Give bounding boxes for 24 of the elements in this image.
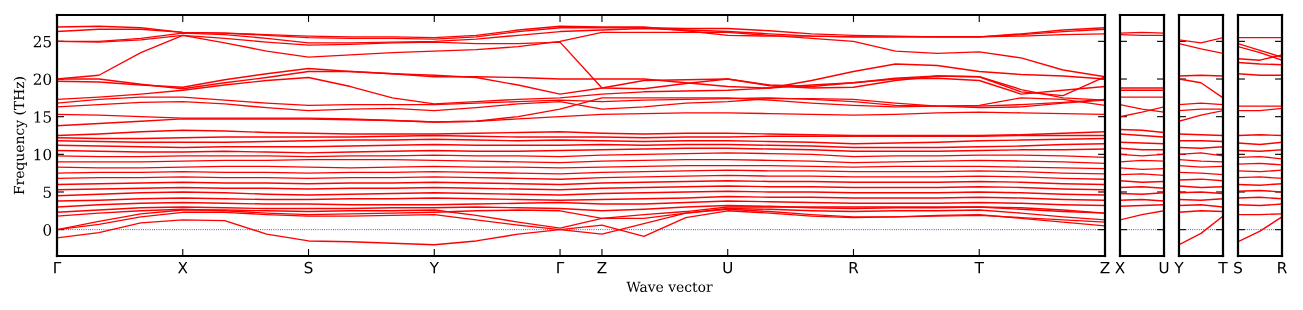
x-tick-label: Z	[597, 262, 607, 274]
y-tick-label: 0	[43, 224, 52, 236]
x-tick-label: X	[177, 262, 188, 274]
x-tick-label: Γ	[557, 262, 565, 274]
x-tick-label: U	[723, 262, 732, 274]
y-tick-label: 25	[33, 35, 51, 48]
x-tick-label: T	[1218, 262, 1228, 274]
x-tick-label: T	[974, 262, 984, 274]
x-tick-label: X	[1115, 262, 1125, 274]
x-axis-title: Wave vector	[626, 281, 713, 293]
y-tick-label: 10	[34, 148, 52, 161]
y-tick-label: 5	[43, 186, 51, 199]
x-tick-label: Z	[1100, 262, 1110, 274]
x-tick-label: S	[1234, 261, 1242, 274]
y-tick-label: 20	[33, 73, 52, 86]
x-tick-label: S	[304, 261, 313, 274]
x-tick-label: Y	[1174, 262, 1184, 274]
y-tick-label: 15	[34, 111, 51, 123]
x-tick-label: U	[1159, 262, 1169, 274]
x-tick-label: R	[849, 262, 859, 274]
y-axis-title: Frequency (THz)	[13, 77, 28, 195]
x-tick-label: Γ	[54, 262, 62, 274]
x-tick-label: R	[1278, 262, 1287, 274]
x-tick-label: Y	[429, 262, 439, 274]
